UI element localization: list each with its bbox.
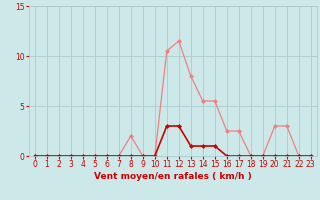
X-axis label: Vent moyen/en rafales ( km/h ): Vent moyen/en rafales ( km/h ): [94, 172, 252, 181]
